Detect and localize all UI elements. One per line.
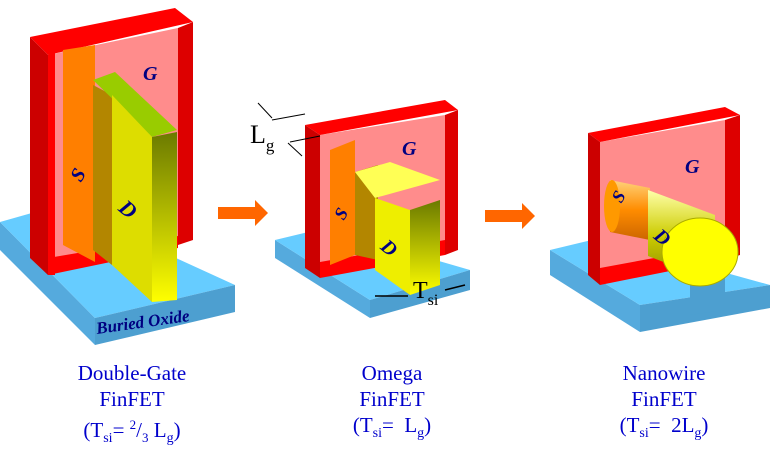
lg-extension <box>289 135 321 143</box>
device-name: Omega <box>361 361 423 385</box>
fin-top <box>355 162 440 198</box>
gate-frame <box>588 107 740 142</box>
source-wire-end <box>604 180 620 232</box>
drain-wire-end <box>661 217 739 287</box>
gate-frame-top <box>30 8 193 55</box>
device-name: Double-Gate <box>77 361 187 385</box>
gate-frame-right <box>725 115 740 260</box>
oxide-left <box>550 250 640 332</box>
gate-frame-left <box>588 133 600 285</box>
caption-double-gate: Double-Gate FinFET (Tsi= 2/3 Lg) <box>32 360 232 452</box>
arrow-icon <box>218 200 268 226</box>
device-type: FinFET <box>99 387 165 411</box>
fin-top <box>93 72 177 137</box>
tsi-label: Tsi <box>413 278 439 309</box>
source-wire <box>610 180 650 240</box>
drain-fin-front <box>112 95 152 302</box>
oxide-front <box>370 270 470 318</box>
device-type: FinFET <box>631 387 697 411</box>
gate-frame-left <box>30 37 48 275</box>
source-block <box>330 140 355 265</box>
oxide-left <box>0 222 95 345</box>
gate-frame-right <box>445 110 458 255</box>
caption-nanowire: Nanowire FinFET (Tsi= 2Lg) <box>564 360 764 447</box>
device-type: FinFET <box>359 387 425 411</box>
omega-finfet: G S D Lg Tsi <box>250 100 470 318</box>
lg-label: Lg <box>250 120 275 155</box>
lg-dim-line <box>257 102 273 119</box>
gate-frame-left <box>305 125 320 278</box>
source-fin <box>63 45 95 262</box>
gate-frame-left-front <box>48 52 55 275</box>
gate-label: G <box>685 156 700 178</box>
lg-dim-line <box>287 142 303 157</box>
device-formula: (Tsi= Lg) <box>352 413 432 442</box>
gate-label: G <box>402 138 417 160</box>
double-gate-finfet: G S D Buried Oxide <box>0 8 235 345</box>
nanowire-finfet: G S D <box>550 107 770 332</box>
caption-omega: Omega FinFET (Tsi= Lg) <box>292 360 492 447</box>
gate-frame <box>305 100 458 135</box>
gate-label: G <box>143 63 158 85</box>
drain-side <box>410 200 440 295</box>
arrow-icon <box>485 203 535 229</box>
tsi-arrow <box>444 284 466 291</box>
lg-extension <box>271 113 306 121</box>
device-formula: (Tsi= 2/3 Lg) <box>83 417 181 447</box>
drain-front <box>375 198 410 295</box>
device-formula: (Tsi= 2Lg) <box>619 413 709 442</box>
drain-fin-side <box>152 132 177 302</box>
fin-side <box>93 85 112 265</box>
oxide-left <box>275 240 370 318</box>
oxide-front <box>95 285 235 345</box>
gate-frame-right <box>178 22 193 245</box>
device-name: Nanowire <box>622 361 706 385</box>
